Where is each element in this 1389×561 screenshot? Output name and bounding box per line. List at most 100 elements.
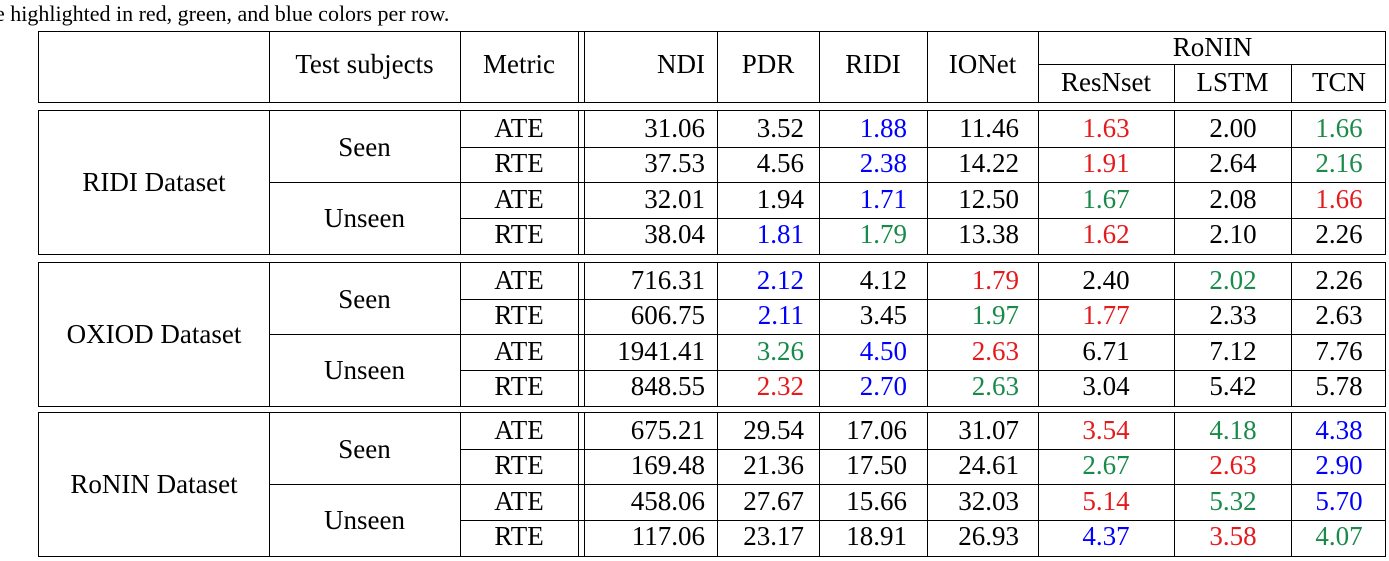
column-rule [1038,32,1039,102]
table-cell: 2.63 [1209,450,1257,481]
header-test-subjects: Test subjects [295,49,434,79]
table-cell: 2.67 [1082,450,1130,481]
table-cell: 32.03 [958,485,1019,516]
table-cell: 1.79 [971,264,1019,295]
test-subjects-label: Unseen [324,504,405,535]
header-method: NDI [657,49,705,79]
column-rule [578,32,579,102]
table-cell: 3.45 [859,300,907,331]
metric-label: ATE [494,183,544,214]
table-cell: 2.08 [1209,183,1257,214]
table-cell: 2.63 [971,335,1019,366]
row-rule [460,146,1385,148]
test-subjects-label: Seen [338,131,391,162]
table-cell: 27.67 [743,485,804,516]
table-cell: 4.12 [859,264,907,295]
metric-label: RTE [494,219,544,250]
table-cell: 2.70 [859,371,907,402]
table-cell: 1.71 [859,183,907,214]
dataset-block: RIDI Dataset Seen ATE 31.06 3.52 1.88 11.46 1.6… [38,110,1386,255]
table-cell: 2.32 [756,371,804,402]
table-cell: 2.33 [1209,300,1257,331]
table-cell: 23.17 [743,521,804,552]
table-cell: 1.67 [1082,183,1130,214]
header-method: PDR [741,49,795,79]
column-rule [819,32,820,102]
table-cell: 21.36 [743,450,804,481]
table-cell: 1.88 [859,112,907,143]
header-ronin-method: ResNset [1061,67,1151,97]
column-rule [460,32,461,102]
table-cell: 2.90 [1315,450,1363,481]
table-cell: 2.63 [1315,300,1363,331]
metric-label: RTE [494,371,544,402]
column-rule [717,32,718,102]
table-cell: 1.66 [1315,112,1363,143]
table-cell: 2.26 [1315,219,1363,250]
table-cell: 2.10 [1209,219,1257,250]
table-cell: 3.58 [1209,521,1257,552]
table-caption: e highlighted in red, green, and blue co… [0,1,450,26]
header-ronin-group: RoNIN [1172,32,1253,62]
table-cell: 5.70 [1315,485,1363,516]
dataset-name: OXIOD Dataset [66,319,242,349]
column-rule [269,32,270,102]
column-rule [1174,64,1175,102]
table-cell: 458.06 [630,485,705,516]
table-cell: 5.78 [1315,371,1363,402]
table-cell: 2.26 [1315,264,1363,295]
table-cell: 2.16 [1315,148,1363,179]
metric-label: RTE [494,300,544,331]
table-cell: 1.77 [1082,300,1130,331]
header-metric: Metric [483,49,555,79]
row-rule [460,519,1385,521]
metric-label: ATE [494,335,544,366]
table-cell: 3.52 [756,112,804,143]
row-rule [460,448,1385,450]
dataset-name: RoNIN Dataset [70,469,238,499]
table-cell: 1941.41 [617,335,705,366]
table-cell: 15.66 [846,485,907,516]
metric-label: ATE [494,264,544,295]
group-rule [269,484,1385,485]
table-cell: 1.66 [1315,183,1363,214]
metric-label: ATE [494,414,544,445]
row-rule [460,369,1385,371]
header-method: IONet [948,49,1017,79]
table-cell: 2.00 [1209,112,1257,143]
table-cell: 1.62 [1082,219,1130,250]
table-cell: 7.76 [1315,335,1363,366]
table-header: Test subjects Metric NDI PDR RIDI IONet RoNIN R… [38,31,1386,103]
table-cell: 26.93 [958,521,1019,552]
table-cell: 716.31 [630,264,705,295]
table-cell: 2.63 [971,371,1019,402]
table-cell: 5.42 [1209,371,1257,402]
table-cell: 1.81 [756,219,804,250]
metric-label: RTE [494,148,544,179]
header-ronin-method: TCN [1312,67,1366,97]
column-rule [1291,64,1292,102]
table-cell: 4.37 [1082,521,1130,552]
table-cell: 117.06 [631,521,705,552]
row-rule [460,298,1385,300]
table-cell: 13.38 [958,219,1019,250]
table-cell: 2.02 [1209,264,1257,295]
table-cell: 1.63 [1082,112,1130,143]
table-cell: 675.21 [630,414,705,445]
table-cell: 4.50 [859,335,907,366]
group-rule [269,182,1385,183]
table-cell: 4.38 [1315,414,1363,445]
table-cell: 18.91 [846,521,907,552]
metric-label: ATE [494,112,544,143]
test-subjects-label: Seen [338,283,391,314]
table-cell: 17.50 [846,450,907,481]
table-cell: 4.07 [1315,521,1363,552]
table-cell: 24.61 [958,450,1019,481]
table-cell: 169.48 [630,450,705,481]
table-cell: 1.79 [859,219,907,250]
table-cell: 606.75 [630,300,705,331]
table-cell: 2.12 [756,264,804,295]
table-cell: 3.26 [756,335,804,366]
table-cell: 31.06 [644,112,705,143]
table-cell: 12.50 [958,183,1019,214]
